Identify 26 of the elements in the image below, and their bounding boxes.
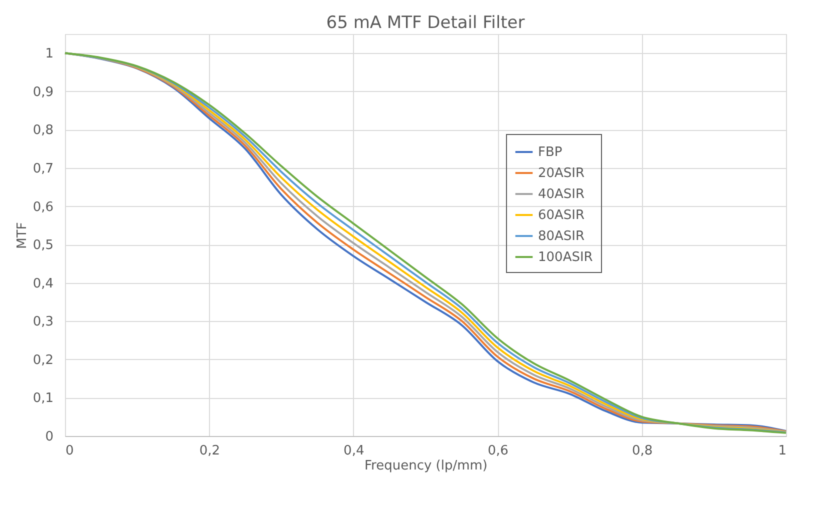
x-tick-label: 0,4: [344, 444, 364, 458]
y-axis-title: MTF: [14, 222, 30, 249]
y-tick-label: 0,2: [32, 352, 54, 368]
y-tick-label: 0,3: [32, 314, 54, 330]
legend-label: 20ASIR: [538, 166, 585, 181]
y-tick-label: 0,6: [32, 200, 54, 215]
chart-title: 65 mA MTF Detail Filter: [326, 13, 525, 33]
y-tick-label: 0,8: [32, 123, 54, 138]
x-tick-label: 0,8: [632, 444, 653, 458]
x-axis-title: Frequency (lp/mm): [364, 458, 488, 474]
y-tick-label: 0,7: [32, 162, 54, 176]
legend-label: 80ASIR: [538, 229, 585, 244]
x-tick-label: 1: [778, 444, 786, 458]
legend-label: 40ASIR: [538, 187, 585, 202]
x-tick-label: 0,6: [488, 444, 508, 458]
y-tick-label: 0: [45, 430, 54, 444]
x-tick-label: 0,2: [199, 444, 220, 458]
y-tick-label: 0,1: [32, 391, 54, 406]
legend-label: 100ASIR: [538, 250, 593, 265]
legend-label: FBP: [538, 145, 562, 160]
y-tick-label: 0,9: [32, 84, 54, 100]
x-tick-label: 0: [66, 444, 74, 458]
y-tick-label: 0,4: [32, 276, 54, 292]
y-tick-label: 1: [45, 46, 54, 62]
legend-label: 60ASIR: [538, 208, 585, 223]
y-tick-label: 0,5: [32, 238, 54, 254]
